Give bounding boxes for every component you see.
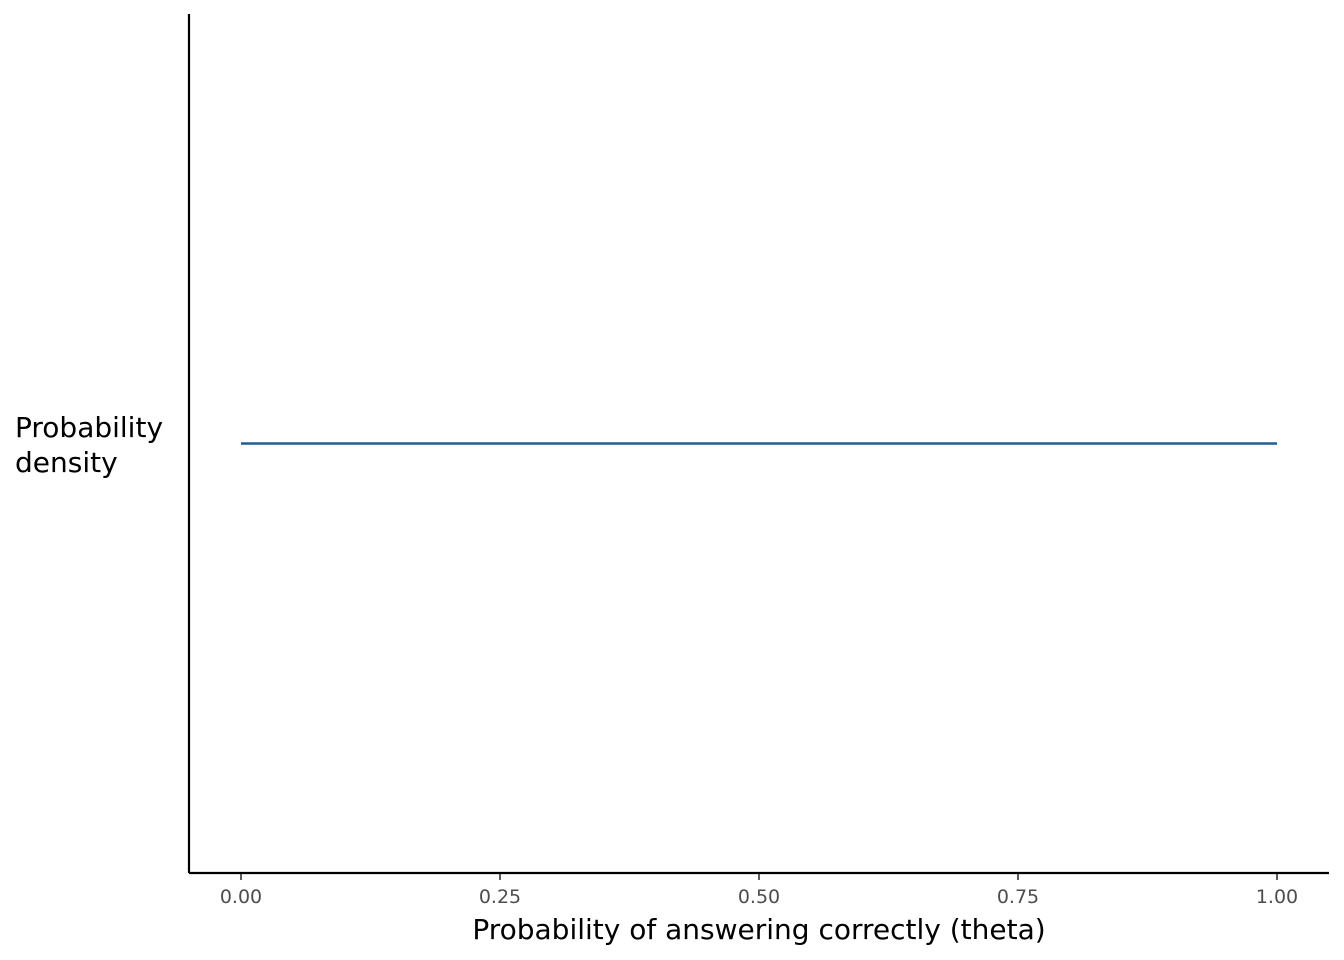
x-axis-ticks: 0.00 0.25 0.50 0.75 1.00 — [220, 874, 1298, 908]
x-axis-title: Probability of answering correctly (thet… — [472, 913, 1045, 946]
x-tick-label-3: 0.50 — [738, 886, 780, 908]
x-tick-label-4: 0.75 — [997, 886, 1039, 908]
x-tick-label-5: 1.00 — [1256, 886, 1298, 908]
y-axis-title-line-1: Probability — [15, 411, 163, 444]
y-axis-title-line-2: density — [15, 446, 118, 479]
x-tick-label-2: 0.25 — [479, 886, 521, 908]
plot-area: 0.00 0.25 0.50 0.75 1.00 — [187, 14, 1329, 908]
x-tick-label-1: 0.00 — [220, 886, 262, 908]
y-axis-title: Probability density — [15, 411, 172, 479]
